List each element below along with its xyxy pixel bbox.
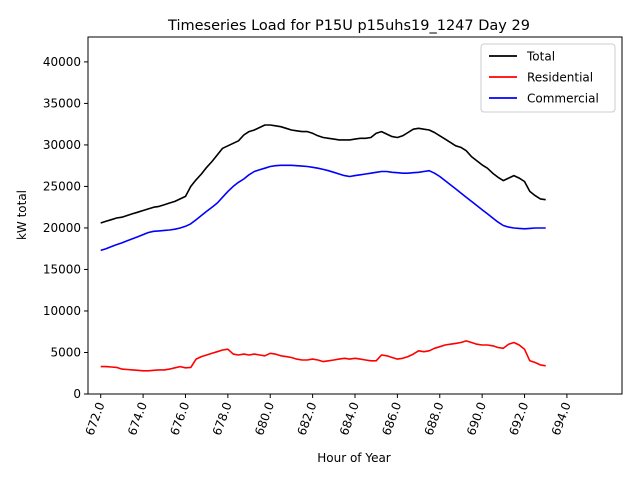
y-axis-label: kW total [15, 190, 29, 240]
y-tick-label: 40000 [43, 55, 81, 69]
y-tick-label: 0 [73, 387, 81, 401]
y-tick-label: 15000 [43, 262, 81, 276]
legend-box [480, 43, 616, 113]
y-tick-label: 5000 [50, 345, 81, 359]
legend-label-residential: Residential [527, 71, 593, 85]
chart-title: Timeseries Load for P15U p15uhs19_1247 D… [167, 18, 530, 34]
y-tick-label: 10000 [43, 304, 81, 318]
series-line-commercial [100, 164, 546, 252]
legend-label-commercial: Commercial [527, 92, 599, 106]
legend-label-total: Total [526, 50, 555, 64]
legend: Total Residential Commercial [480, 43, 616, 113]
y-tick-label: 20000 [43, 221, 81, 235]
y-tick-label: 25000 [43, 179, 81, 193]
series-line-total [100, 124, 546, 224]
y-tick-label: 30000 [43, 138, 81, 152]
y-tick-label: 35000 [43, 96, 81, 110]
series-line-residential [100, 340, 546, 372]
x-axis-label: Hour of Year [317, 451, 391, 465]
